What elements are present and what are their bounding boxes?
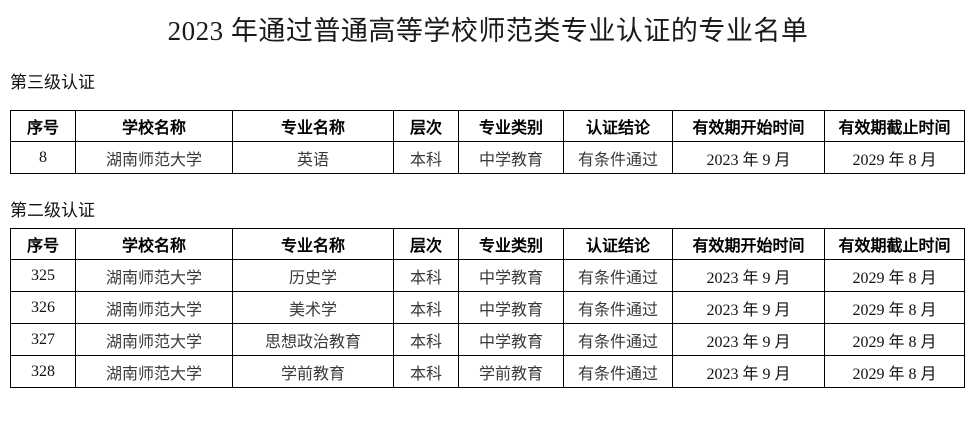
page-title: 2023 年通过普通高等学校师范类专业认证的专业名单	[167, 16, 809, 46]
column-header-seq: 序号	[10, 228, 76, 260]
cell-seq: 328	[10, 355, 76, 388]
column-header-school: 学校名称	[75, 228, 233, 260]
cell-category: 学前教育	[458, 355, 564, 388]
cell-conclusion: 有条件通过	[563, 259, 673, 292]
column-header-category: 专业类别	[458, 228, 564, 260]
column-header-conclusion: 认证结论	[563, 110, 673, 142]
cell-valid-end: 2029 年 8 月	[824, 323, 965, 356]
cell-conclusion: 有条件通过	[563, 291, 673, 324]
cell-school: 湖南师范大学	[75, 355, 233, 388]
cell-seq: 8	[10, 141, 76, 174]
cell-major: 历史学	[232, 259, 394, 292]
cell-valid-start: 2023 年 9 月	[672, 259, 825, 292]
cell-category: 中学教育	[458, 323, 564, 356]
cell-valid-end: 2029 年 8 月	[824, 141, 965, 174]
cell-valid-start: 2023 年 9 月	[672, 141, 825, 174]
cell-valid-end: 2029 年 8 月	[824, 259, 965, 292]
table-row: 328 湖南师范大学 学前教育 本科 学前教育 有条件通过 2023 年 9 月…	[10, 355, 965, 388]
section-label-level-3: 第三级认证	[10, 73, 95, 92]
table-level-3-accreditation: 序号 学校名称 专业名称 层次 专业类别 认证结论 有效期开始时间 有效期截止时…	[10, 110, 965, 174]
table-header-row: 序号 学校名称 专业名称 层次 专业类别 认证结论 有效期开始时间 有效期截止时…	[10, 110, 965, 142]
section-label-level-2: 第二级认证	[10, 201, 95, 220]
column-header-seq: 序号	[10, 110, 76, 142]
table-row: 326 湖南师范大学 美术学 本科 中学教育 有条件通过 2023 年 9 月 …	[10, 291, 965, 324]
cell-valid-end: 2029 年 8 月	[824, 291, 965, 324]
cell-major: 美术学	[232, 291, 394, 324]
column-header-valid-end: 有效期截止时间	[824, 228, 965, 260]
table-row: 327 湖南师范大学 思想政治教育 本科 中学教育 有条件通过 2023 年 9…	[10, 323, 965, 356]
cell-conclusion: 有条件通过	[563, 355, 673, 388]
cell-level: 本科	[393, 291, 459, 324]
column-header-valid-start: 有效期开始时间	[672, 228, 825, 260]
cell-school: 湖南师范大学	[75, 259, 233, 292]
cell-valid-start: 2023 年 9 月	[672, 323, 825, 356]
cell-level: 本科	[393, 259, 459, 292]
cell-school: 湖南师范大学	[75, 291, 233, 324]
table-row: 8 湖南师范大学 英语 本科 中学教育 有条件通过 2023 年 9 月 202…	[10, 141, 965, 174]
cell-major: 思想政治教育	[232, 323, 394, 356]
cell-level: 本科	[393, 355, 459, 388]
cell-category: 中学教育	[458, 141, 564, 174]
cell-major: 学前教育	[232, 355, 394, 388]
column-header-conclusion: 认证结论	[563, 228, 673, 260]
table-level-2-accreditation: 序号 学校名称 专业名称 层次 专业类别 认证结论 有效期开始时间 有效期截止时…	[10, 228, 965, 388]
column-header-major: 专业名称	[232, 228, 394, 260]
cell-conclusion: 有条件通过	[563, 141, 673, 174]
cell-major: 英语	[232, 141, 394, 174]
cell-level: 本科	[393, 141, 459, 174]
cell-seq: 326	[10, 291, 76, 324]
table-row: 325 湖南师范大学 历史学 本科 中学教育 有条件通过 2023 年 9 月 …	[10, 259, 965, 292]
column-header-category: 专业类别	[458, 110, 564, 142]
column-header-valid-end: 有效期截止时间	[824, 110, 965, 142]
cell-seq: 325	[10, 259, 76, 292]
table-header-row: 序号 学校名称 专业名称 层次 专业类别 认证结论 有效期开始时间 有效期截止时…	[10, 228, 965, 260]
cell-level: 本科	[393, 323, 459, 356]
column-header-valid-start: 有效期开始时间	[672, 110, 825, 142]
cell-conclusion: 有条件通过	[563, 323, 673, 356]
column-header-level: 层次	[393, 228, 459, 260]
cell-valid-start: 2023 年 9 月	[672, 355, 825, 388]
cell-valid-end: 2029 年 8 月	[824, 355, 965, 388]
cell-seq: 327	[10, 323, 76, 356]
cell-valid-start: 2023 年 9 月	[672, 291, 825, 324]
cell-category: 中学教育	[458, 259, 564, 292]
cell-school: 湖南师范大学	[75, 323, 233, 356]
cell-school: 湖南师范大学	[75, 141, 233, 174]
cell-category: 中学教育	[458, 291, 564, 324]
column-header-level: 层次	[393, 110, 459, 142]
column-header-school: 学校名称	[75, 110, 233, 142]
column-header-major: 专业名称	[232, 110, 394, 142]
